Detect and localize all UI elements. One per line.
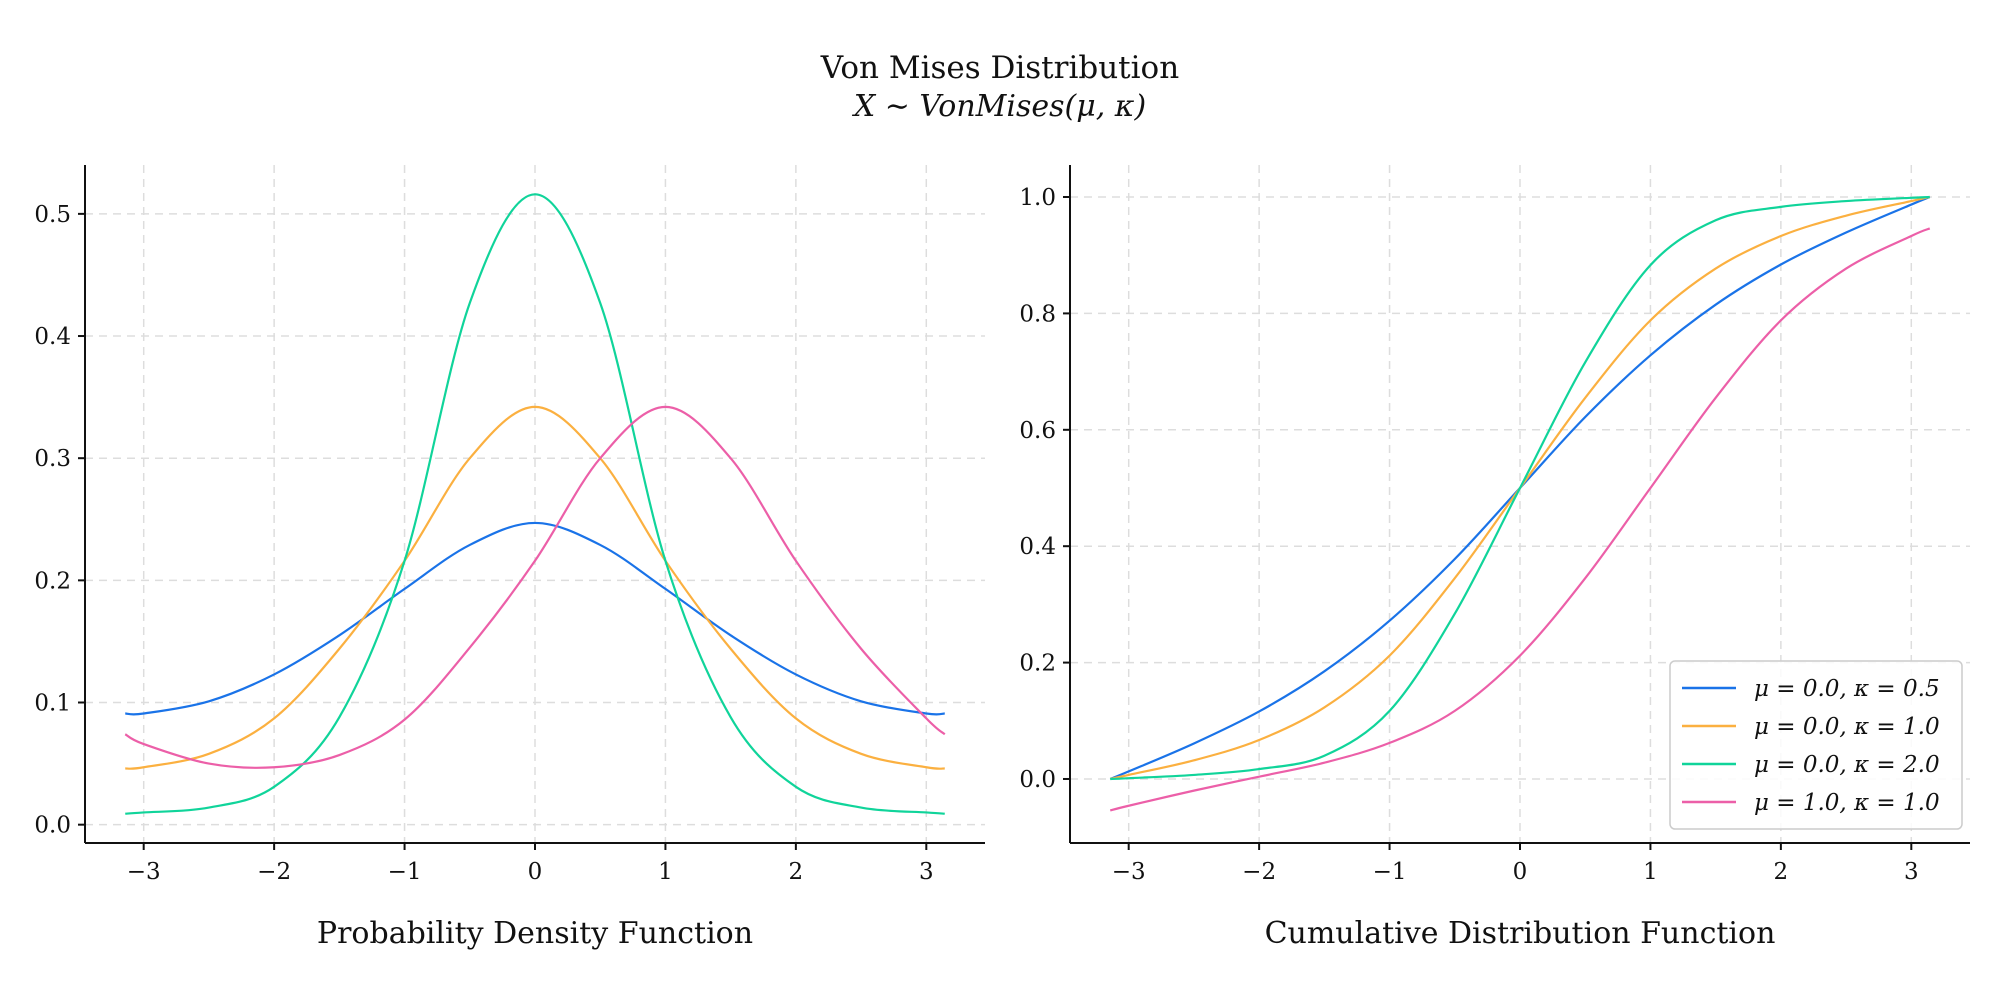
y-tick-label: 0.3 [34, 446, 71, 472]
legend-frame [1669, 660, 1963, 830]
y-tick-label: 0.2 [34, 568, 71, 594]
y-tick-label: 0.6 [1019, 418, 1056, 444]
x-tick-label: −1 [388, 859, 422, 885]
x-tick-label: 2 [789, 859, 804, 885]
x-tick-label: −3 [1112, 859, 1146, 885]
y-tick-label: 0.5 [34, 202, 71, 228]
legend: μ = 0.0, κ = 0.5 μ = 0.0, κ = 1.0 μ = 0.0,… [1669, 660, 1963, 830]
y-tick-label: 1.0 [1019, 185, 1056, 211]
y-tick-label: 0.8 [1019, 301, 1056, 327]
x-axis-label: Probability Density Function [317, 916, 753, 951]
x-tick-label: −3 [127, 859, 161, 885]
pdf-panel: −3 −2 −1 0 1 2 3 0.0 0.1 0.2 0.3 0.4 0.5 Probability … [34, 165, 985, 951]
y-tick-label: 0.0 [1019, 767, 1056, 793]
x-tick-label: 1 [1643, 859, 1658, 885]
y-tick-label: 0.0 [34, 813, 71, 839]
figure-subtitle: X ∼ VonMises(μ, κ) [852, 89, 1146, 124]
legend-label-mu0_k05: μ = 0.0, κ = 0.5 [1754, 676, 1940, 702]
legend-label-mu0_k2: μ = 0.0, κ = 2.0 [1754, 752, 1940, 778]
x-tick-label: 1 [658, 859, 673, 885]
series-line-mu1_k1 [124, 405, 946, 769]
series-line-mu0_k2 [1110, 195, 1930, 781]
series-line-mu0_k05 [125, 521, 945, 716]
x-tick-label: −2 [257, 859, 291, 885]
figure-title: Von Mises Distribution [820, 50, 1179, 86]
series-line-mu0_k2 [125, 193, 945, 815]
series-line-mu0_k1 [125, 405, 945, 770]
x-tick-label: 0 [528, 859, 543, 885]
legend-label-mu1_k1: μ = 1.0, κ = 1.0 [1754, 790, 1940, 816]
x-tick-label: 2 [1774, 859, 1789, 885]
series-line-mu1_k1 [1109, 227, 1931, 812]
legend-label-mu0_k1: μ = 0.0, κ = 1.0 [1754, 714, 1940, 740]
x-tick-label: 0 [1513, 859, 1528, 885]
y-tick-label: 0.4 [1019, 534, 1056, 560]
y-tick-label: 0.2 [1019, 651, 1056, 677]
x-tick-label: −2 [1242, 859, 1276, 885]
x-tick-label: −1 [1373, 859, 1407, 885]
y-tick-label: 0.4 [34, 324, 71, 350]
cdf-panel: −3 −2 −1 0 1 2 3 0.0 0.2 0.4 0.6 0.8 1.0 Cumulative D… [1019, 165, 1970, 951]
x-axis-label: Cumulative Distribution Function [1265, 916, 1776, 951]
x-tick-label: 3 [1904, 859, 1919, 885]
y-tick-label: 0.1 [34, 691, 71, 717]
x-tick-label: 3 [919, 859, 934, 885]
